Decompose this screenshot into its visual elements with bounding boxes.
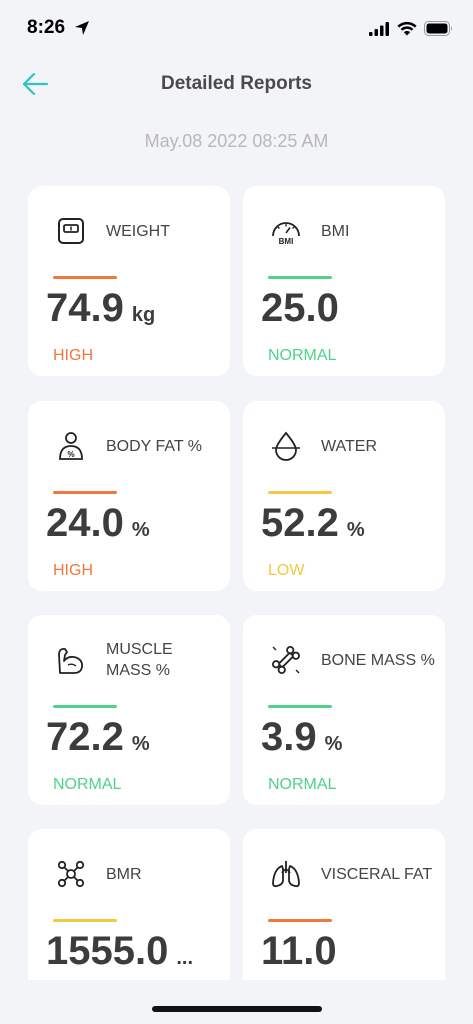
metric-label: BODY FAT % xyxy=(106,438,203,455)
metric-value: 24.0% xyxy=(46,501,150,545)
header: Detailed Reports xyxy=(0,60,473,108)
svg-text:BMI: BMI xyxy=(279,237,294,246)
report-timestamp: May.08 2022 08:25 AM xyxy=(144,131,329,151)
metric-card-weight[interactable]: WEIGHT 74.9 kg HIGH xyxy=(28,186,230,376)
lungs-icon xyxy=(272,861,300,888)
body-fat-icon: % xyxy=(59,432,83,460)
metric-label: BMI xyxy=(321,223,350,240)
metric-value: 52.2% xyxy=(261,501,365,545)
metric-value: 1555.0... xyxy=(46,929,194,973)
metric-status: LOW xyxy=(268,562,305,579)
metric-unit: kg xyxy=(131,304,156,326)
status-indicator-line xyxy=(268,491,332,494)
metric-label: VISCERAL FAT xyxy=(321,866,433,883)
metric-card-bmi[interactable]: BMI BMI 25.0 NORMAL xyxy=(243,186,445,376)
metric-card-body-fat[interactable]: % BODY FAT % 24.0% HIGH xyxy=(28,401,230,591)
status-indicator-line xyxy=(53,491,117,494)
bone-icon xyxy=(272,646,300,674)
metric-value: 74.9 kg xyxy=(46,286,156,330)
metric-value: 11.0 xyxy=(261,929,337,973)
metric-label: WEIGHT xyxy=(106,223,170,240)
svg-text:%: % xyxy=(67,450,74,459)
back-button[interactable] xyxy=(20,70,50,98)
metric-status: NORMAL xyxy=(53,776,122,793)
molecule-icon xyxy=(57,860,85,888)
metric-status: NORMAL xyxy=(268,347,337,364)
metric-status: HIGH xyxy=(53,562,93,579)
metric-card-muscle-mass[interactable]: MUSCLE MASS % 72.2% NORMAL xyxy=(28,615,230,805)
scale-icon xyxy=(58,218,84,244)
metric-value: 72.2% xyxy=(46,715,150,759)
metric-label: MUSCLE MASS % xyxy=(106,641,173,679)
bmi-gauge-icon: BMI xyxy=(272,222,300,246)
metric-status: NORMAL xyxy=(268,776,337,793)
status-indicator-line xyxy=(268,705,332,708)
wifi-icon xyxy=(397,21,417,36)
metric-label: BONE MASS % xyxy=(321,652,435,669)
metric-unit: % xyxy=(131,519,150,541)
battery-icon xyxy=(424,21,452,36)
status-time: 8:26 xyxy=(27,17,66,38)
status-indicator-line xyxy=(53,276,117,279)
metric-unit: % xyxy=(131,733,150,755)
status-indicator-line xyxy=(268,276,332,279)
metric-label: BMR xyxy=(106,866,142,883)
status-bar: 8:26 xyxy=(0,0,473,56)
metric-label: WATER xyxy=(321,438,377,455)
metric-card-water[interactable]: WATER 52.2% LOW xyxy=(243,401,445,591)
metric-unit: % xyxy=(346,519,365,541)
metric-unit: ... xyxy=(176,947,194,969)
water-drop-icon xyxy=(272,431,300,461)
home-indicator[interactable] xyxy=(152,1006,322,1012)
muscle-icon xyxy=(58,647,83,674)
metric-value: 3.9% xyxy=(261,715,343,759)
location-arrow-icon xyxy=(75,21,89,35)
metric-card-bone-mass[interactable]: BONE MASS % 3.9% NORMAL xyxy=(243,615,445,805)
arrow-left-icon xyxy=(22,72,49,96)
status-indicator-line xyxy=(268,919,332,922)
metric-value: 25.0 xyxy=(261,286,339,330)
cellular-signal-icon xyxy=(369,22,389,36)
status-indicator-line xyxy=(53,705,117,708)
bottom-safe-area xyxy=(0,980,473,1024)
metric-status: HIGH xyxy=(53,347,93,364)
metric-unit: % xyxy=(324,733,343,755)
status-indicator-line xyxy=(53,919,117,922)
page-title: Detailed Reports xyxy=(161,73,312,94)
